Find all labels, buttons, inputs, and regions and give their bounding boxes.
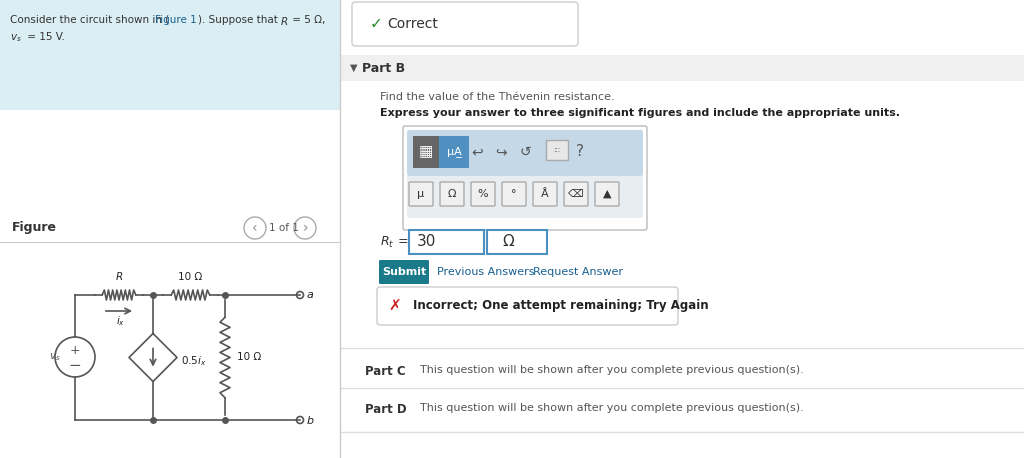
Text: +: + [70, 344, 80, 356]
Text: Ω: Ω [447, 189, 457, 199]
Text: 1 of 1: 1 of 1 [269, 223, 299, 233]
FancyBboxPatch shape [407, 130, 643, 176]
Text: Submit: Submit [382, 267, 426, 277]
Text: μ: μ [418, 189, 425, 199]
FancyBboxPatch shape [352, 2, 578, 46]
FancyBboxPatch shape [409, 182, 433, 206]
FancyBboxPatch shape [595, 182, 618, 206]
Text: Part B: Part B [362, 61, 406, 75]
Text: This question will be shown after you complete previous question(s).: This question will be shown after you co… [420, 403, 804, 413]
Text: Part C: Part C [365, 365, 406, 378]
Text: $0.5i_x$: $0.5i_x$ [181, 354, 207, 368]
Text: $i_x$: $i_x$ [117, 314, 126, 328]
Text: $b$: $b$ [306, 414, 314, 426]
Text: :::: ::: [553, 147, 560, 153]
FancyBboxPatch shape [471, 182, 495, 206]
Text: ‹: ‹ [252, 221, 258, 235]
Text: ↺: ↺ [519, 145, 530, 159]
Text: μA̲: μA̲ [446, 147, 462, 158]
Text: = 15 V.: = 15 V. [24, 32, 65, 42]
FancyBboxPatch shape [440, 182, 464, 206]
Text: This question will be shown after you complete previous question(s).: This question will be shown after you co… [420, 365, 804, 375]
FancyBboxPatch shape [403, 126, 647, 230]
Text: Incorrect; One attempt remaining; Try Again: Incorrect; One attempt remaining; Try Ag… [413, 300, 709, 312]
FancyBboxPatch shape [377, 287, 678, 325]
Text: Previous Answers: Previous Answers [437, 267, 535, 277]
Text: %: % [477, 189, 488, 199]
FancyBboxPatch shape [546, 140, 568, 160]
Text: ›: › [302, 221, 308, 235]
Text: $v_s$: $v_s$ [49, 351, 61, 363]
Text: ). Suppose that: ). Suppose that [198, 15, 282, 25]
Text: 10 Ω: 10 Ω [237, 353, 261, 362]
Text: =: = [398, 235, 409, 249]
Text: Request Answer: Request Answer [534, 267, 623, 277]
Text: $R$: $R$ [115, 270, 123, 282]
FancyBboxPatch shape [439, 136, 469, 168]
Text: 30: 30 [417, 234, 436, 250]
Text: ⌫: ⌫ [568, 189, 584, 199]
Text: ↪: ↪ [496, 145, 507, 159]
FancyBboxPatch shape [413, 136, 439, 168]
Text: °: ° [511, 189, 517, 199]
Text: ▼: ▼ [350, 63, 357, 73]
Text: 10 Ω: 10 Ω [178, 272, 203, 282]
FancyBboxPatch shape [379, 260, 429, 284]
Text: Consider the circuit shown in (: Consider the circuit shown in ( [10, 15, 169, 25]
Text: ▲: ▲ [603, 189, 611, 199]
Text: = 5 Ω,: = 5 Ω, [289, 15, 326, 25]
Text: Å: Å [541, 189, 549, 199]
Text: Ω: Ω [502, 234, 514, 250]
FancyBboxPatch shape [407, 176, 643, 218]
Text: Figure: Figure [12, 222, 57, 234]
Text: ✓: ✓ [370, 16, 383, 32]
Text: −: − [69, 358, 81, 372]
FancyBboxPatch shape [0, 0, 340, 110]
FancyBboxPatch shape [487, 230, 547, 254]
Text: ✗: ✗ [389, 299, 401, 313]
Text: $v_s$: $v_s$ [10, 32, 22, 44]
Text: Correct: Correct [387, 17, 438, 31]
FancyBboxPatch shape [340, 55, 1024, 81]
FancyBboxPatch shape [502, 182, 526, 206]
FancyBboxPatch shape [564, 182, 588, 206]
Text: $R_t$: $R_t$ [380, 234, 394, 250]
FancyBboxPatch shape [409, 230, 484, 254]
Text: ▦: ▦ [419, 145, 433, 159]
FancyBboxPatch shape [534, 182, 557, 206]
Text: ?: ? [575, 145, 584, 159]
Text: Find the value of the Thévenin resistance.: Find the value of the Thévenin resistanc… [380, 92, 614, 102]
Text: Part D: Part D [365, 403, 407, 416]
Text: ↩: ↩ [471, 145, 482, 159]
Text: $a$: $a$ [306, 290, 314, 300]
Text: Express your answer to three significant figures and include the appropriate uni: Express your answer to three significant… [380, 108, 900, 118]
Text: Figure 1: Figure 1 [155, 15, 197, 25]
Text: $R$: $R$ [280, 15, 288, 27]
